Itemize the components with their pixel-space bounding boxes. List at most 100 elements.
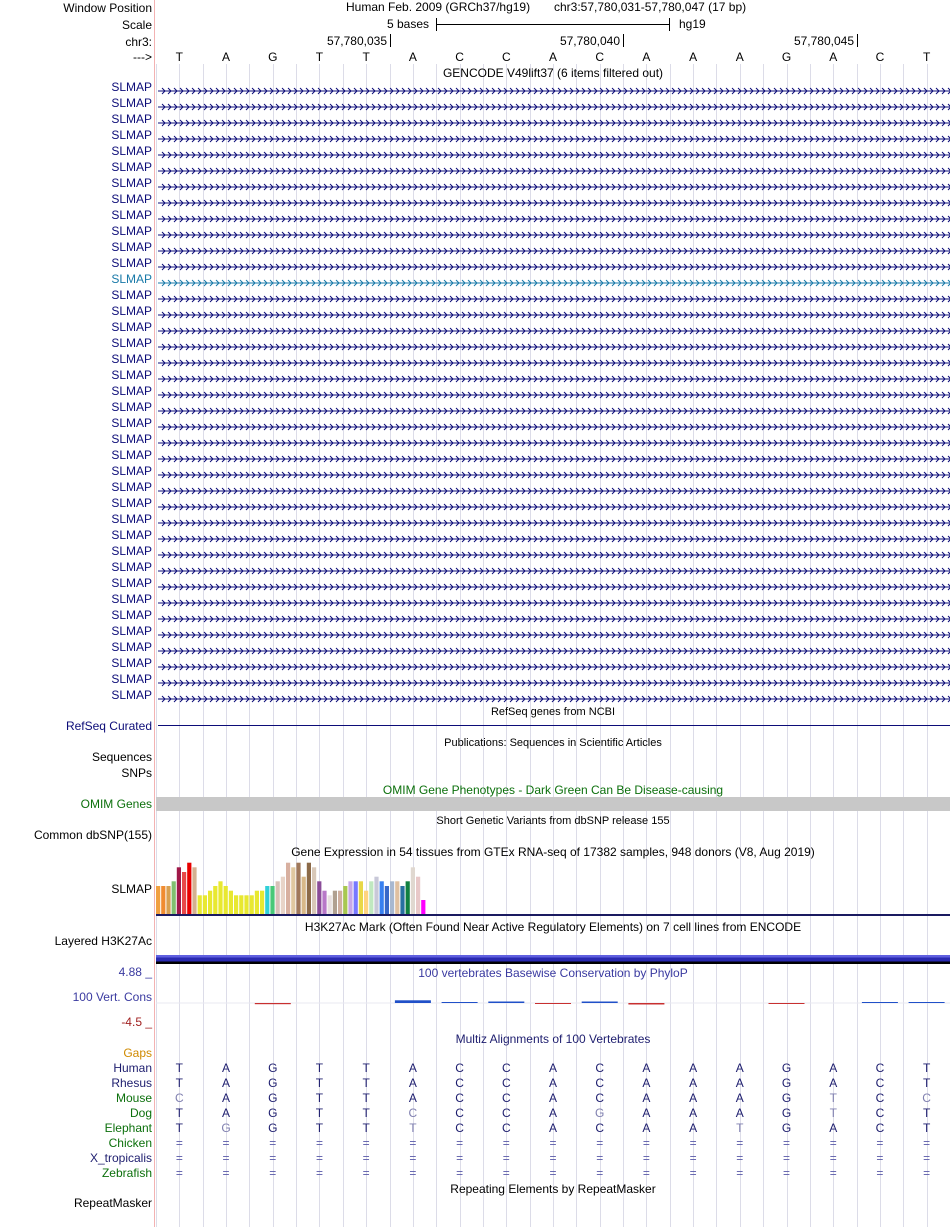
gencode-transcript[interactable] [158, 164, 950, 175]
multiz-species-label[interactable]: Human [113, 1061, 152, 1075]
gencode-transcript-label[interactable]: SLMAP [111, 656, 152, 670]
gencode-transcript[interactable] [158, 596, 950, 607]
multiz-species-label[interactable]: Chicken [108, 1136, 152, 1150]
gencode-transcript-label[interactable]: SLMAP [111, 272, 152, 286]
gtex-tissue-bar[interactable] [275, 881, 280, 914]
dbsnp-track-label[interactable]: Common dbSNP(155) [33, 828, 152, 842]
gtex-tissue-bar[interactable] [228, 890, 233, 914]
gencode-transcript-label[interactable]: SLMAP [111, 112, 152, 126]
gencode-transcript-label[interactable]: SLMAP [111, 480, 152, 494]
gencode-transcript[interactable] [158, 692, 950, 703]
gencode-transcript-label[interactable]: SLMAP [111, 320, 152, 334]
gtex-tissue-bar[interactable] [312, 867, 317, 914]
gencode-transcript[interactable] [158, 116, 950, 127]
gencode-transcript-label[interactable]: SLMAP [111, 80, 152, 94]
h3k27ac-signal-band[interactable] [156, 955, 950, 964]
gencode-transcript-label[interactable]: SLMAP [111, 144, 152, 158]
gencode-transcript[interactable] [158, 468, 950, 479]
gencode-transcript[interactable] [158, 292, 950, 303]
gencode-transcript-label[interactable]: SLMAP [111, 544, 152, 558]
gtex-tissue-bar[interactable] [182, 872, 187, 914]
gencode-transcript[interactable] [158, 372, 950, 383]
gencode-transcript[interactable] [158, 516, 950, 527]
gencode-transcript[interactable] [158, 100, 950, 111]
gtex-tissue-bar[interactable] [343, 886, 348, 914]
phylop-score-mark[interactable] [861, 1002, 898, 1003]
gencode-transcript-label[interactable]: SLMAP [111, 400, 152, 414]
gtex-tissue-bar[interactable] [192, 867, 197, 914]
omim-track-label[interactable]: OMIM Genes [80, 797, 152, 811]
gencode-transcript[interactable] [158, 276, 950, 287]
phylop-score-mark[interactable] [441, 1002, 478, 1003]
gencode-transcript[interactable] [158, 196, 950, 207]
phylop-score-mark[interactable] [768, 1003, 805, 1004]
gencode-transcript[interactable] [158, 628, 950, 639]
snps-track-label[interactable]: SNPs [121, 766, 152, 780]
gtex-tissue-bar[interactable] [379, 881, 384, 914]
gencode-transcript-label[interactable]: SLMAP [111, 96, 152, 110]
phylop-score-mark[interactable] [535, 1003, 571, 1004]
gtex-tissue-bar[interactable] [332, 890, 337, 914]
gtex-tissue-bar[interactable] [327, 895, 332, 914]
gencode-transcript-label[interactable]: SLMAP [111, 288, 152, 302]
gtex-tissue-bar[interactable] [208, 890, 213, 914]
gtex-tissue-bar[interactable] [171, 881, 176, 914]
gencode-transcript[interactable] [158, 580, 950, 591]
gencode-transcript-label[interactable]: SLMAP [111, 224, 152, 238]
gencode-transcript-label[interactable]: SLMAP [111, 560, 152, 574]
phylop-conservation-plot[interactable] [156, 985, 950, 1020]
gencode-transcript-label[interactable]: SLMAP [111, 384, 152, 398]
gtex-tissue-bar[interactable] [286, 862, 291, 914]
gencode-transcript-label[interactable]: SLMAP [111, 304, 152, 318]
refseq-track-label[interactable]: RefSeq Curated [65, 719, 152, 733]
gtex-tissue-bar[interactable] [187, 862, 192, 914]
gencode-transcript[interactable] [158, 660, 950, 671]
gtex-tissue-bar[interactable] [317, 881, 322, 914]
gtex-tissue-bar[interactable] [239, 895, 244, 914]
gtex-tissue-bar[interactable] [395, 881, 400, 914]
multiz-species-label[interactable]: Elephant [104, 1121, 152, 1135]
gtex-tissue-bar[interactable] [265, 886, 270, 914]
gencode-transcript-label[interactable]: SLMAP [111, 336, 152, 350]
gencode-transcript-label[interactable]: SLMAP [111, 240, 152, 254]
gencode-transcript-label[interactable]: SLMAP [111, 448, 152, 462]
gtex-tissue-bar[interactable] [369, 881, 374, 914]
phylop-score-mark[interactable] [488, 1001, 525, 1004]
gencode-transcript-label[interactable]: SLMAP [111, 416, 152, 430]
phylop-score-mark[interactable] [908, 1002, 945, 1003]
gencode-transcript-label[interactable]: SLMAP [111, 128, 152, 142]
gtex-tissue-bar[interactable] [374, 876, 379, 914]
gtex-tissue-bar[interactable] [348, 881, 353, 914]
gencode-transcript[interactable] [158, 212, 950, 223]
gencode-transcript[interactable] [158, 228, 950, 239]
gtex-tissue-bar[interactable] [223, 886, 228, 914]
gencode-transcript[interactable] [158, 84, 950, 95]
gencode-transcript[interactable] [158, 564, 950, 575]
gtex-tissue-bar[interactable] [416, 876, 421, 914]
gencode-transcript-label[interactable]: SLMAP [111, 192, 152, 206]
gencode-transcript-label[interactable]: SLMAP [111, 624, 152, 638]
gtex-tissue-bar[interactable] [260, 890, 265, 914]
gencode-transcript[interactable] [158, 436, 950, 447]
phylop-score-mark[interactable] [581, 1001, 618, 1004]
gencode-transcript-label[interactable]: SLMAP [111, 464, 152, 478]
gencode-transcript[interactable] [158, 612, 950, 623]
gtex-tissue-bar[interactable] [156, 886, 161, 914]
gtex-tissue-bar[interactable] [306, 862, 311, 914]
gtex-tissue-bar[interactable] [353, 881, 358, 914]
repeatmasker-track-label[interactable]: RepeatMasker [73, 1196, 152, 1210]
omim-gene-bar[interactable] [156, 797, 950, 811]
gencode-transcript-label[interactable]: SLMAP [111, 208, 152, 222]
gtex-tissue-bar[interactable] [410, 867, 415, 914]
gencode-transcript[interactable] [158, 404, 950, 415]
gtex-tissue-bar[interactable] [364, 890, 369, 914]
gtex-tissue-bar[interactable] [270, 886, 275, 914]
gtex-tissue-bar[interactable] [213, 886, 218, 914]
gencode-transcript[interactable] [158, 676, 950, 687]
gencode-transcript[interactable] [158, 148, 950, 159]
gencode-transcript[interactable] [158, 244, 950, 255]
gencode-transcript[interactable] [158, 388, 950, 399]
gencode-transcript-label[interactable]: SLMAP [111, 528, 152, 542]
gtex-tissue-bar[interactable] [197, 895, 202, 914]
